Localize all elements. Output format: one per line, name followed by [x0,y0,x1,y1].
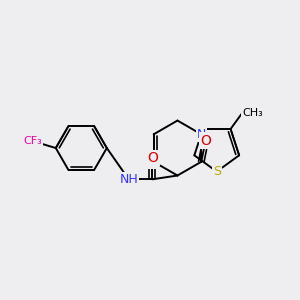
Text: N: N [196,128,206,141]
Text: S: S [213,165,221,178]
Text: N: N [196,128,206,141]
Text: O: O [200,134,211,148]
Text: NH: NH [119,173,138,186]
Text: O: O [200,134,211,148]
Text: CF₃: CF₃ [24,136,43,146]
Text: N: N [149,155,158,168]
Text: CH₃: CH₃ [242,108,263,118]
Text: NH: NH [119,173,138,186]
Text: O: O [147,151,158,165]
Text: O: O [147,151,158,165]
Text: S: S [213,165,221,178]
Text: N: N [149,155,158,168]
